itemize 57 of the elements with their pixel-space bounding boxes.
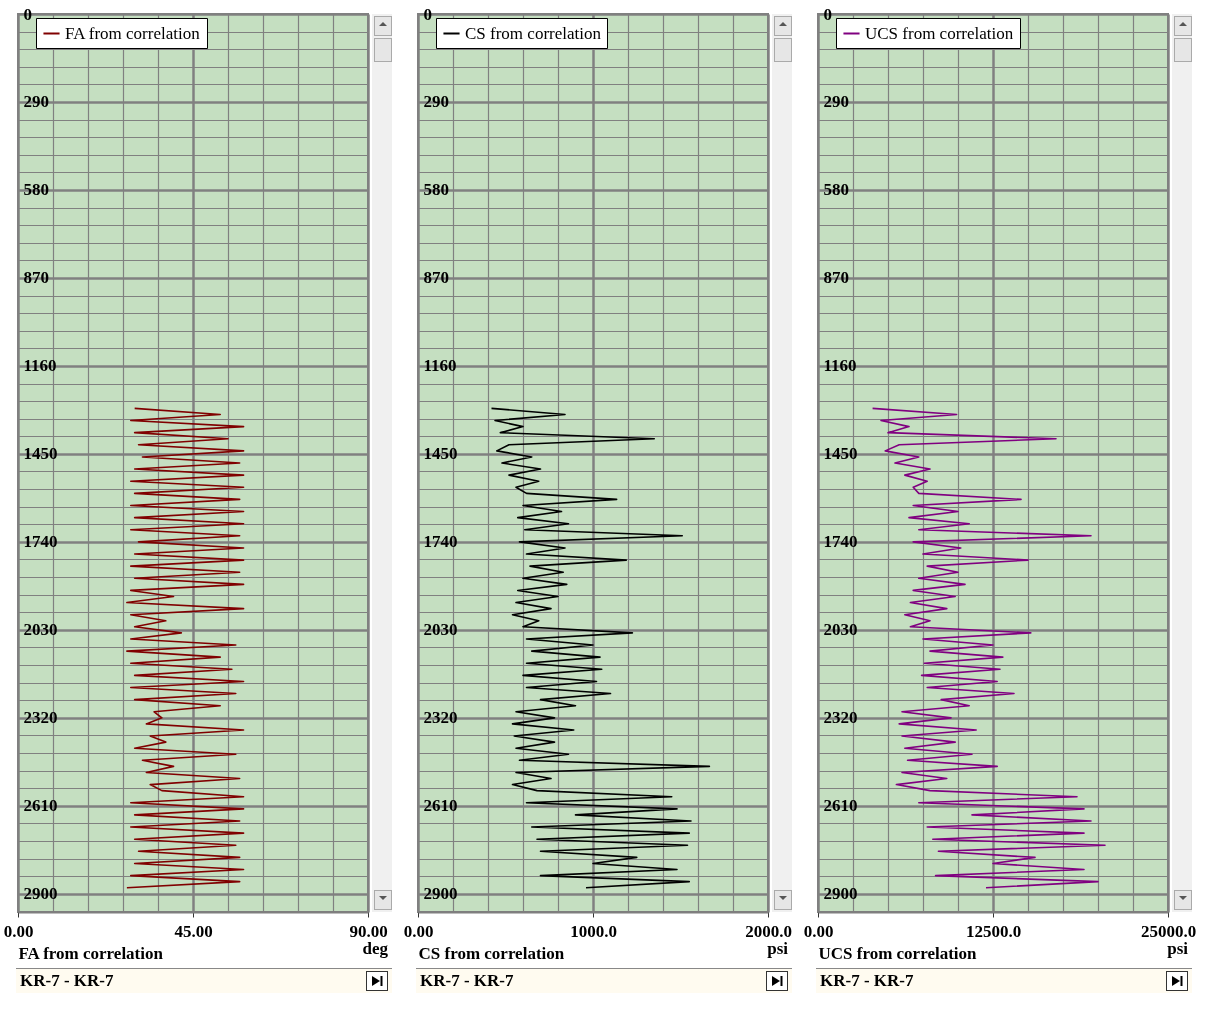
y-tick-label: 290 <box>823 92 849 112</box>
y-tick-label: 2610 <box>823 796 858 816</box>
x-tick-label: 0.00 <box>803 921 834 941</box>
y-tick-label: 2610 <box>423 796 458 816</box>
y-tick-label: 1160 <box>423 356 457 376</box>
line-series <box>490 407 711 889</box>
legend-label: CS from correlation <box>465 23 602 43</box>
y-tick-label: 2030 <box>23 620 58 640</box>
y-tick-label: 1450 <box>23 444 58 464</box>
y-tick-label: 0 <box>423 4 432 24</box>
y-tick-label: 1160 <box>23 356 57 376</box>
y-tick-label: 580 <box>23 180 49 200</box>
y-tick-label: 2320 <box>823 708 858 728</box>
y-tick-label: 2900 <box>423 884 458 904</box>
text: KR-7 - KR-7 <box>820 971 914 991</box>
y-tick-label: 870 <box>23 268 49 288</box>
legend-label: UCS from correlation <box>865 23 1014 43</box>
text: KR-7 - KR-7 <box>20 971 114 991</box>
y-tick-label: 2900 <box>823 884 858 904</box>
x-tick-label: 1000.0 <box>570 921 617 941</box>
y-tick-label: 870 <box>423 268 449 288</box>
y-tick-label: 1450 <box>423 444 458 464</box>
y-tick-label: 2610 <box>23 796 58 816</box>
y-tick-label: 0 <box>823 4 832 24</box>
y-tick-label: 2320 <box>23 708 58 728</box>
x-tick-label: 0.00 <box>3 921 34 941</box>
text: deg <box>362 939 388 959</box>
x-tick-label: 0.00 <box>403 921 434 941</box>
y-tick-label: 290 <box>23 92 49 112</box>
y-tick-label: 1160 <box>823 356 857 376</box>
x-tick-label: 90.00 <box>349 921 388 941</box>
text: psi <box>1167 939 1188 959</box>
y-tick-label: 580 <box>423 180 449 200</box>
y-tick-label: 2320 <box>423 708 458 728</box>
text: KR-7 - KR-7 <box>420 971 514 991</box>
line-series <box>126 407 245 889</box>
x-axis-title: UCS from correlation <box>818 943 978 963</box>
y-tick-label: 2900 <box>23 884 58 904</box>
x-axis-title: CS from correlation <box>418 943 565 963</box>
y-tick-label: 580 <box>823 180 849 200</box>
y-tick-label: 1450 <box>823 444 858 464</box>
y-tick-label: 2030 <box>423 620 458 640</box>
text: psi <box>767 939 788 959</box>
x-tick-label: 45.00 <box>174 921 213 941</box>
y-tick-label: 0 <box>23 4 32 24</box>
x-tick-label: 2000.0 <box>745 921 792 941</box>
x-axis-title: FA from correlation <box>18 943 164 963</box>
y-tick-label: 1740 <box>423 532 458 552</box>
y-tick-label: 1740 <box>823 532 858 552</box>
y-tick-label: 870 <box>823 268 849 288</box>
x-tick-label: 25000.0 <box>1140 921 1197 941</box>
y-tick-label: 290 <box>423 92 449 112</box>
legend-label: FA from correlation <box>65 23 201 43</box>
x-tick-label: 12500.0 <box>965 921 1022 941</box>
line-series <box>871 407 1106 889</box>
y-tick-label: 2030 <box>823 620 858 640</box>
y-tick-label: 1740 <box>23 532 58 552</box>
